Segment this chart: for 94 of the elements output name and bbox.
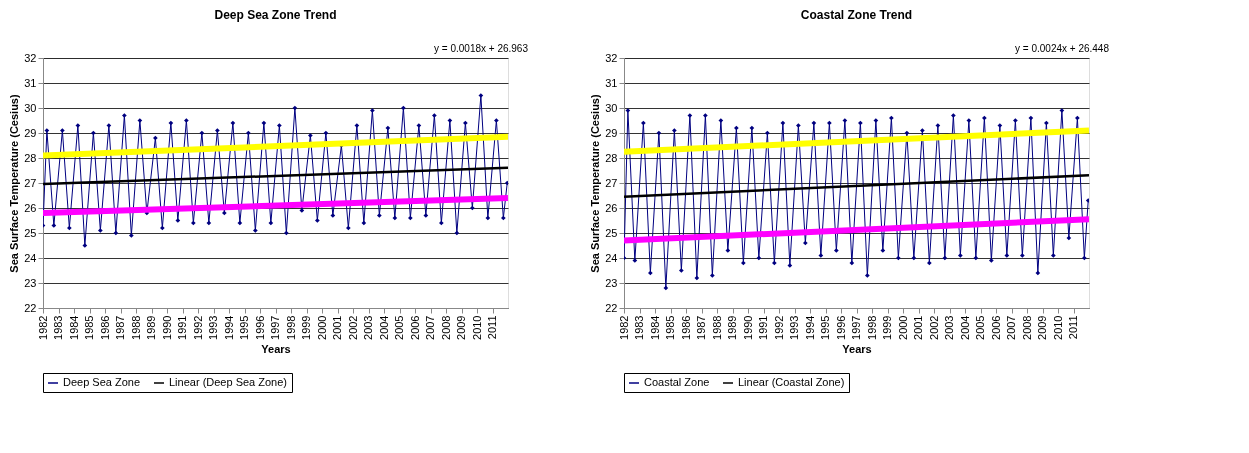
- x-tick-label: 1995: [238, 315, 250, 340]
- x-tick-label: 2008: [439, 315, 452, 340]
- x-tick-label: 1982: [36, 315, 49, 340]
- x-tick-label: 2005: [393, 315, 405, 340]
- y-axis-title: Sea Surface Temperature (Cesius): [589, 94, 602, 273]
- x-tick-label: 2011: [1067, 315, 1079, 340]
- y-tick-label: 30: [24, 101, 37, 114]
- x-tick-label: 2009: [455, 315, 467, 340]
- y-tick-label: 27: [24, 176, 37, 189]
- x-tick-label: 1983: [52, 315, 64, 340]
- y-tick-label: 23: [605, 276, 618, 289]
- x-tick-label: 2008: [1020, 315, 1033, 340]
- x-tick-label: 1986: [679, 315, 692, 340]
- legend-label: Deep Sea Zone: [63, 376, 141, 388]
- x-tick-label: 1986: [98, 315, 111, 340]
- x-tick-label: 2002: [346, 315, 359, 340]
- x-tick-label: 1990: [160, 315, 173, 340]
- x-tick-label: 1996: [834, 315, 847, 340]
- x-tick-label: 1997: [850, 315, 862, 340]
- x-tick-label: 1998: [865, 315, 878, 340]
- x-tick-label: 2006: [408, 315, 421, 340]
- y-tick-label: 31: [605, 76, 618, 89]
- x-tick-label: 1993: [788, 315, 800, 340]
- x-tick-label: 1982: [617, 315, 630, 340]
- x-tick-label: 1984: [67, 315, 80, 340]
- y-tick-label: 25: [24, 226, 37, 239]
- x-tick-label: 1999: [300, 315, 312, 340]
- x-tick-label: 2004: [958, 315, 971, 340]
- x-tick-label: 1998: [284, 315, 297, 340]
- x-tick-label: 2004: [377, 315, 390, 340]
- x-tick-label: 2010: [470, 315, 483, 340]
- x-tick-label: 2001: [912, 315, 924, 340]
- y-tick-label: 22: [605, 301, 618, 314]
- x-tick-label: 2010: [1051, 315, 1064, 340]
- y-tick-label: 32: [24, 51, 37, 64]
- y-tick-label: 25: [605, 226, 618, 239]
- text: y = 0.0018x + 26.963: [434, 43, 529, 54]
- legend-label: Linear (Deep Sea Zone): [169, 376, 288, 388]
- legend-label: Coastal Zone: [644, 376, 710, 388]
- x-tick-label: 1985: [83, 315, 95, 340]
- x-tick-label: 2000: [896, 315, 909, 340]
- x-axis-title: Years: [261, 342, 291, 355]
- x-tick-label: 1985: [664, 315, 676, 340]
- x-tick-label: 1995: [819, 315, 831, 340]
- y-tick-label: 24: [24, 251, 37, 264]
- chart-title: Coastal Zone Trend: [800, 8, 913, 22]
- y-tick-label: 28: [24, 151, 37, 164]
- x-tick-label: 2007: [424, 315, 436, 340]
- x-tick-label: 1993: [207, 315, 219, 340]
- y-axis-title: Sea Surface Temperature (Cesius): [8, 94, 21, 273]
- x-tick-label: 2002: [927, 315, 940, 340]
- x-tick-label: 1991: [176, 315, 188, 340]
- x-tick-label: 1999: [881, 315, 893, 340]
- y-tick-label: 30: [605, 101, 618, 114]
- x-tick-label: 1997: [269, 315, 281, 340]
- x-tick-label: 1994: [803, 315, 816, 340]
- x-tick-label: 1983: [633, 315, 645, 340]
- x-tick-label: 1988: [710, 315, 723, 340]
- x-tick-label: 1984: [648, 315, 661, 340]
- y-tick-label: 28: [605, 151, 618, 164]
- y-tick-label: 26: [605, 201, 618, 214]
- x-tick-label: 1994: [222, 315, 235, 340]
- y-tick-label: 32: [605, 51, 618, 64]
- x-tick-label: 1987: [114, 315, 126, 340]
- y-tick-label: 24: [605, 251, 618, 264]
- x-tick-label: 1990: [741, 315, 754, 340]
- x-tick-label: 1987: [695, 315, 707, 340]
- text: y = 0.0024x + 26.448: [1015, 43, 1110, 54]
- y-tick-label: 27: [605, 176, 618, 189]
- y-tick-label: 26: [24, 201, 37, 214]
- x-tick-label: 2009: [1036, 315, 1048, 340]
- x-tick-label: 2001: [331, 315, 343, 340]
- x-tick-label: 2007: [1005, 315, 1017, 340]
- y-tick-label: 22: [24, 301, 37, 314]
- x-tick-label: 1996: [253, 315, 266, 340]
- y-tick-label: 29: [605, 126, 618, 139]
- x-tick-label: 1989: [145, 315, 157, 340]
- y-tick-label: 29: [24, 126, 37, 139]
- x-tick-label: 1992: [772, 315, 785, 340]
- y-tick-label: 23: [24, 276, 37, 289]
- x-tick-label: 2006: [989, 315, 1002, 340]
- legend-label: Linear (Coastal Zone): [738, 376, 845, 388]
- x-tick-label: 2000: [315, 315, 328, 340]
- x-axis-title: Years: [842, 342, 872, 355]
- y-tick-label: 31: [24, 76, 37, 89]
- x-tick-label: 1989: [726, 315, 738, 340]
- x-tick-label: 1988: [129, 315, 142, 340]
- x-tick-label: 1992: [191, 315, 204, 340]
- x-tick-label: 2003: [362, 315, 374, 340]
- chart-title: Deep Sea Zone Trend: [214, 8, 337, 22]
- x-tick-label: 2011: [486, 315, 498, 340]
- x-tick-label: 2003: [943, 315, 955, 340]
- x-tick-label: 1991: [757, 315, 769, 340]
- x-tick-label: 2005: [974, 315, 986, 340]
